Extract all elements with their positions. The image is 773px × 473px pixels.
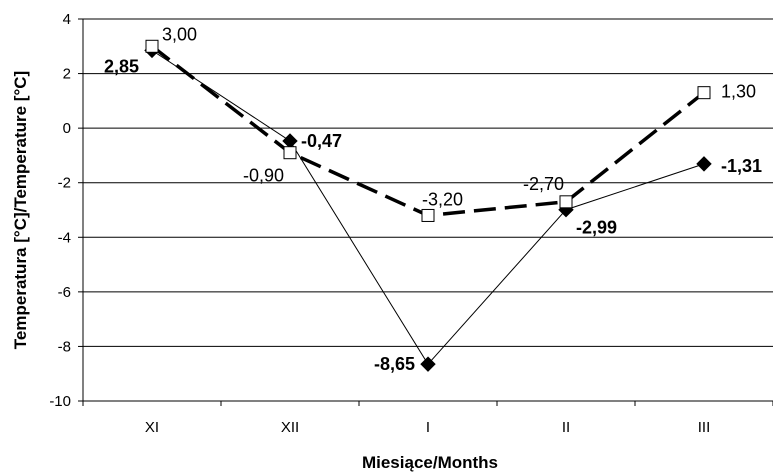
data-label-square: -0,90 bbox=[243, 166, 284, 186]
series-layer bbox=[144, 39, 712, 372]
data-label-diamond: -0,47 bbox=[301, 131, 342, 151]
y-tick-label: -4 bbox=[58, 229, 71, 246]
x-tick-label: III bbox=[698, 419, 711, 436]
y-tick-label: 2 bbox=[63, 66, 71, 83]
data-label-square: -3,20 bbox=[422, 189, 463, 209]
series-marker-square bbox=[559, 195, 573, 209]
x-axis-title: Miesiące/Months bbox=[362, 453, 498, 472]
series-marker-square bbox=[697, 86, 711, 100]
y-tick-label: 0 bbox=[63, 120, 71, 137]
series-marker-diamond bbox=[696, 156, 712, 172]
x-tick-label: I bbox=[426, 419, 430, 436]
data-label-diamond: -1,31 bbox=[721, 156, 762, 176]
x-tick-label: II bbox=[562, 419, 570, 436]
series-marker-square bbox=[145, 39, 159, 53]
x-tick-label: XI bbox=[145, 419, 159, 436]
y-axis-title: Temperatura [°C]/Temperature [°C] bbox=[11, 71, 30, 349]
series-marker-square bbox=[421, 208, 435, 222]
data-label-diamond: -2,99 bbox=[576, 218, 617, 238]
grid-layer bbox=[83, 18, 773, 347]
y-tick-label: -6 bbox=[58, 284, 71, 301]
data-label-square: 1,30 bbox=[721, 82, 756, 102]
data-label-diamond: 2,85 bbox=[104, 56, 139, 76]
data-label-diamond: -8,65 bbox=[374, 354, 415, 374]
y-tick-label: 4 bbox=[63, 11, 71, 28]
series-marker-diamond bbox=[282, 133, 298, 149]
data-label-square: -2,70 bbox=[523, 174, 564, 194]
x-tick-label: XII bbox=[281, 419, 299, 436]
y-tick-label: -10 bbox=[49, 393, 71, 410]
data-label-square: 3,00 bbox=[162, 24, 197, 44]
y-tick-label: -8 bbox=[58, 338, 71, 355]
y-tick-label: -2 bbox=[58, 175, 71, 192]
series-marker-square bbox=[283, 146, 297, 160]
labels-layer: 3,00 -0,90 -3,20 -2,70 1,30 2,85 -0,47 -8,65 -2,… bbox=[104, 24, 762, 374]
series-marker-diamond bbox=[420, 356, 436, 372]
